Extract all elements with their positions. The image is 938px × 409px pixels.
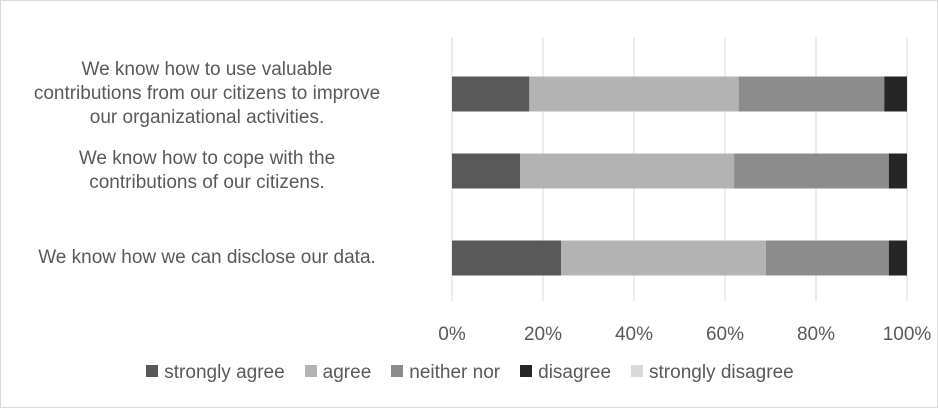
category-label-line: We know how we can disclose our data. (38, 247, 376, 268)
bar-segment-agree (561, 240, 766, 276)
category-label: We know how we can disclose our data. (0, 246, 427, 270)
category-label: We know how to use valuable contributions… (0, 58, 427, 130)
legend-item: neither nor (391, 362, 500, 384)
bar-segment-strongly-agree (452, 76, 530, 112)
bar-segment-agree (520, 153, 735, 189)
legend-item: strongly disagree (631, 362, 794, 384)
legend-swatch (146, 365, 159, 377)
bar-segment-agree (529, 76, 739, 112)
bar-segment-neither-nor (738, 76, 885, 112)
bar-segment-strongly-agree (452, 153, 521, 189)
bar-segment-disagree (884, 76, 907, 112)
category-label-line: We know how to use valuable (81, 59, 333, 80)
x-tick-label: 100% (883, 324, 932, 345)
x-tick-label: 60% (706, 324, 744, 345)
legend-label: strongly disagree (649, 362, 794, 383)
bar-segment-disagree (888, 153, 907, 189)
bar-segment-strongly-agree (452, 240, 562, 276)
legend-swatch (631, 365, 644, 377)
category-label: We know how to cope with the contribution… (0, 147, 427, 195)
x-tick-label: 40% (615, 324, 653, 345)
category-label-line: our organizational activities. (89, 107, 325, 128)
bar-segment-neither-nor (734, 153, 889, 189)
legend-label: neither nor (409, 362, 501, 383)
x-tick-label: 0% (438, 324, 466, 345)
x-tick-label: 20% (524, 324, 562, 345)
category-label-line: We know how to cope with the (78, 148, 336, 169)
bar-segment-neither-nor (765, 240, 889, 276)
category-label-line: contributions of our citizens. (89, 172, 325, 193)
legend-swatch (520, 365, 533, 377)
legend-item: strongly agree (146, 362, 285, 384)
legend-swatch (304, 365, 317, 377)
legend-label: strongly agree (164, 362, 285, 383)
x-tick-label: 80% (797, 324, 835, 345)
legend-item: agree (304, 362, 372, 384)
category-label-line: contributions from our citizens to impro… (33, 83, 381, 104)
bar-segment-disagree (888, 240, 907, 276)
legend: strongly agree agree neither nor disagree st… (1, 362, 938, 384)
legend-item: disagree (520, 362, 611, 384)
legend-label: disagree (538, 362, 612, 383)
legend-swatch (391, 365, 404, 377)
legend-label: agree (322, 362, 372, 383)
